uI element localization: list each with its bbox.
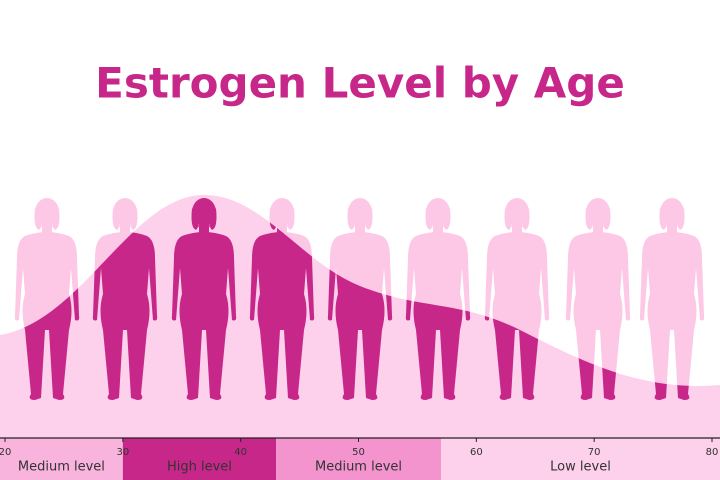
x-tick-label: 50 [352,447,365,458]
x-tick-label: 40 [234,447,247,458]
title: Estrogen Level by Age [95,59,625,108]
band-label: Medium level [18,460,105,475]
band-label: Medium level [315,460,402,475]
band [122,438,277,480]
x-tick-label: 20 [0,447,11,458]
x-tick-label: 70 [588,447,601,458]
x-tick-label: 80 [706,447,719,458]
band-label: High level [167,460,232,475]
x-tick-label: 60 [470,447,483,458]
band [0,438,123,480]
bands: Medium level High level Medium level Low le… [0,438,720,480]
x-tick-label: 30 [116,447,129,458]
band-label: Low level [550,460,611,475]
band [276,438,441,480]
figure [639,198,705,400]
band [440,438,720,480]
